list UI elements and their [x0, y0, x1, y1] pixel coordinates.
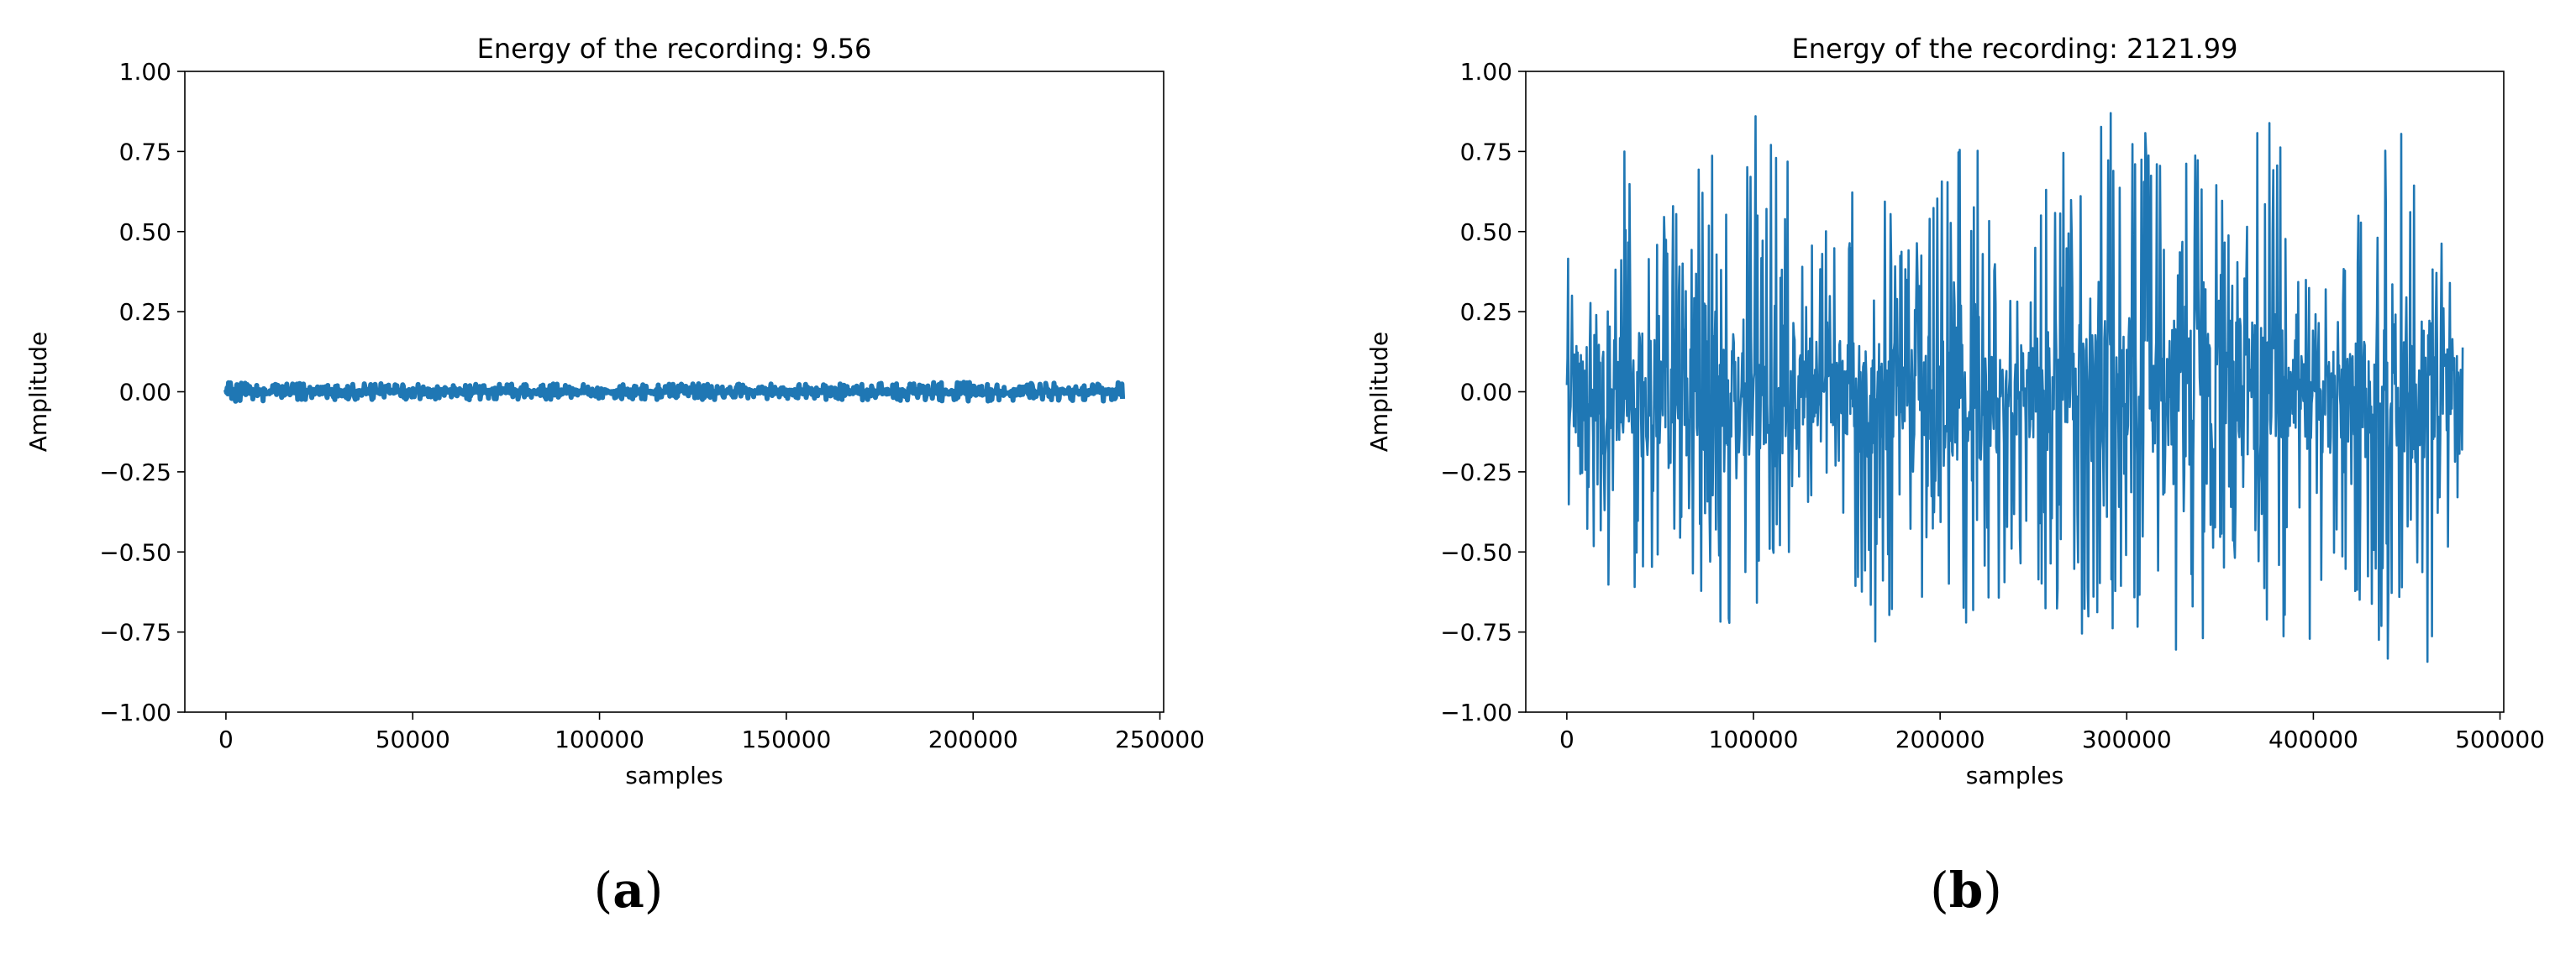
x-tick-label: 500000: [2455, 726, 2545, 753]
y-tick-label: 0.25: [1460, 298, 1512, 326]
y-tick-label: −0.75: [99, 619, 171, 647]
y-tick-label: 0.00: [119, 379, 171, 406]
signal-trace-group: [223, 380, 1126, 404]
signal-trace: [223, 380, 1126, 404]
y-tick-label: 0.25: [119, 298, 171, 326]
panel-caption: (b): [1930, 862, 2002, 919]
x-axis-label: samples: [1966, 762, 2063, 789]
x-tick-label: 250000: [1115, 726, 1205, 753]
y-axis-ticks: −1.00 −0.75 −0.50 −0.25 0.00 0.25 0.50 0.75 1.00: [99, 58, 185, 726]
x-axis-ticks: 0 100000 200000 300000 400000 500000: [1559, 712, 2545, 753]
y-tick-label: −1.00: [1440, 699, 1512, 726]
panel-caption: (a): [594, 862, 664, 919]
x-tick-label: 200000: [1895, 726, 1985, 753]
y-axis-label: Amplitude: [24, 332, 52, 453]
caption-letter: b: [1949, 862, 1984, 919]
y-axis-label: Amplitude: [1365, 332, 1393, 453]
x-tick-label: 200000: [928, 726, 1018, 753]
y-tick-label: −0.25: [1440, 459, 1512, 486]
signal-trace: [1565, 112, 2464, 663]
x-tick-label: 0: [1559, 726, 1575, 753]
y-tick-label: 1.00: [119, 58, 171, 86]
x-tick-label: 0: [218, 726, 234, 753]
caption-close-paren: ): [1983, 862, 2002, 919]
x-tick-label: 400000: [2268, 726, 2358, 753]
y-tick-label: 0.00: [1460, 379, 1512, 406]
x-tick-label: 300000: [2082, 726, 2172, 753]
y-tick-label: −1.00: [99, 699, 171, 726]
chart-panel-b: Energy of the recording: 2121.99 −1.00 −0…: [1365, 33, 2545, 919]
chart-panel-a: Energy of the recording: 9.56 −1.00 −0.75…: [24, 33, 1205, 919]
x-tick-label: 100000: [1709, 726, 1799, 753]
y-tick-label: 1.00: [1460, 58, 1512, 86]
caption-open-paren: (: [594, 862, 613, 919]
y-tick-label: −0.50: [99, 538, 171, 566]
x-axis-label: samples: [625, 762, 723, 789]
y-axis-ticks: −1.00 −0.75 −0.50 −0.25 0.00 0.25 0.50 0.75 1.00: [1440, 58, 1526, 726]
x-tick-label: 150000: [741, 726, 831, 753]
chart-title: Energy of the recording: 9.56: [477, 33, 872, 65]
y-tick-label: 0.50: [1460, 218, 1512, 246]
chart-title: Energy of the recording: 2121.99: [1792, 33, 2238, 65]
signal-trace-group: [1565, 112, 2464, 663]
caption-close-paren: ): [644, 862, 664, 919]
x-axis-ticks: 0 50000 100000 150000 200000 250000: [218, 712, 1205, 753]
y-tick-label: 0.75: [119, 138, 171, 165]
y-tick-label: 0.50: [119, 218, 171, 246]
y-tick-label: −0.25: [99, 459, 171, 486]
caption-letter: a: [612, 862, 644, 919]
x-tick-label: 100000: [555, 726, 644, 753]
caption-open-paren: (: [1930, 862, 1949, 919]
y-tick-label: 0.75: [1460, 138, 1512, 165]
y-tick-label: −0.50: [1440, 538, 1512, 566]
x-tick-label: 50000: [376, 726, 450, 753]
y-tick-label: −0.75: [1440, 619, 1512, 647]
